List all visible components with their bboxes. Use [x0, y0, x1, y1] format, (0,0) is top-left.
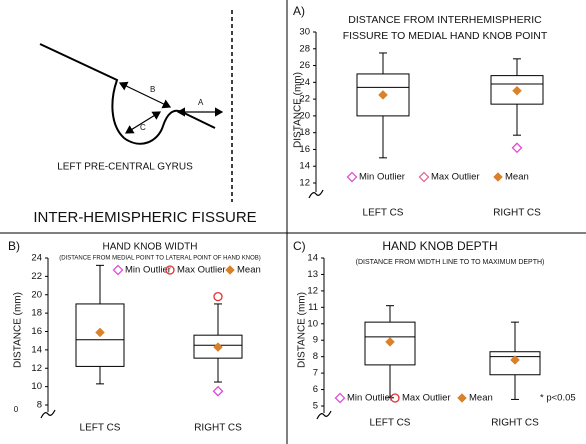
panel-label: C): [293, 239, 306, 253]
min-outlier: [212, 385, 224, 397]
y-tick-label: 5: [313, 401, 318, 412]
arrow-label: B: [150, 85, 155, 94]
legend-label: Min Outlier: [125, 265, 171, 276]
y-tick-label: 12: [31, 363, 42, 374]
y-tick-label: 14: [299, 161, 310, 172]
chart-title: DISTANCE FROM INTERHEMISPHERIC: [348, 14, 542, 26]
y-tick-label: 20: [299, 110, 310, 121]
legend-label: Min Outlier: [359, 172, 405, 183]
y-tick-label: 28: [299, 43, 310, 54]
mean-marker: [385, 337, 395, 347]
mean-marker: [378, 90, 388, 100]
y-tick-label: 22: [31, 271, 42, 282]
x-tick-label: LEFT CS: [370, 418, 411, 429]
legend-label: Max Outlier: [177, 265, 226, 276]
y-tick-label: 12: [307, 285, 318, 296]
y-tick-label: 30: [299, 27, 310, 38]
chart-title: HAND KNOB DEPTH: [382, 239, 497, 253]
box-chart: C) HAND KNOB DEPTH (DISTANCE FROM WIDTH LI…: [293, 239, 576, 428]
y-tick-label: 7: [313, 368, 318, 379]
legend-marker: [165, 265, 175, 275]
y-tick-label: 26: [299, 60, 310, 71]
diagram-caption: LEFT PRE-CENTRAL GYRUS: [57, 162, 193, 173]
y-tick-label: 11: [308, 302, 318, 313]
legend-marker: [112, 264, 124, 276]
box-chart: B) HAND KNOB WIDTH (DISTANCE FROM MEDIAL P…: [8, 239, 261, 433]
y-tick-label: 8: [313, 351, 318, 362]
arrow-label: A: [198, 98, 204, 107]
y-tick-label: 9: [313, 335, 318, 346]
legend-label: Mean: [237, 265, 261, 276]
legend-marker: [390, 393, 400, 403]
legend-marker: [418, 171, 430, 183]
arrow-c: [124, 111, 162, 134]
y-tick-label: 13: [307, 269, 318, 280]
y-axis-label: DISTANCE (mm): [293, 72, 304, 148]
axis-break-label: 0: [14, 405, 19, 414]
arrow-label: C: [140, 123, 146, 132]
legend-marker: [493, 172, 503, 182]
y-tick-label: 16: [31, 326, 42, 337]
y-tick-label: 18: [299, 127, 310, 138]
gyrus-outline: [39, 43, 216, 145]
panel-label: B): [8, 239, 20, 253]
y-tick-label: 16: [299, 144, 310, 155]
x-tick-label: LEFT CS: [363, 208, 404, 219]
box-chart: A) DISTANCE FROM INTERHEMISPHERIC FISSURE …: [293, 4, 548, 218]
legend-label: Min Outlier: [347, 393, 393, 404]
mean-marker: [512, 85, 522, 96]
x-tick-label: RIGHT CS: [491, 418, 539, 429]
y-tick-label: 14: [307, 253, 318, 264]
legend-label: Max Outlier: [431, 172, 480, 183]
diagram: B C A LEFT PRE-CENTRAL GYRUS INTER-HEMIS…: [33, 10, 257, 226]
y-tick-label: 12: [299, 178, 310, 189]
legend-marker: [346, 171, 358, 183]
y-tick-label: 22: [299, 94, 310, 105]
chart-subtitle: (DISTANCE FROM WIDTH LINE TO TO MAXIMUM …: [356, 259, 545, 266]
max-outlier: [213, 291, 223, 302]
legend-label: Mean: [469, 393, 493, 404]
annotation: * p<0.05: [540, 393, 576, 404]
y-tick-label: 20: [31, 289, 42, 300]
y-tick-label: 10: [307, 318, 318, 329]
y-tick-label: 24: [31, 253, 42, 264]
y-tick-label: 6: [313, 384, 318, 395]
legend-marker: [334, 392, 346, 404]
y-tick-label: 14: [31, 344, 42, 355]
panel-label: A): [293, 4, 305, 18]
y-axis-label: DISTANCE (mm): [297, 292, 308, 368]
x-tick-label: RIGHT CS: [194, 423, 242, 434]
y-tick-label: 18: [31, 308, 42, 319]
legend-marker: [457, 393, 467, 403]
fissure-label: INTER-HEMISPHERIC FISSURE: [33, 209, 256, 226]
y-tick-label: 8: [37, 400, 42, 411]
legend-label: Mean: [505, 172, 529, 183]
arrow-b: [118, 81, 172, 109]
mean-marker: [510, 355, 520, 365]
y-tick-label: 10: [31, 381, 42, 392]
y-axis-label: DISTANCE (mm): [13, 292, 24, 368]
axis-break: [40, 409, 56, 419]
mean-marker: [213, 342, 223, 352]
y-tick-label: 24: [299, 77, 310, 88]
x-tick-label: LEFT CS: [80, 423, 121, 434]
x-tick-label: RIGHT CS: [493, 208, 541, 219]
legend-label: Max Outlier: [402, 393, 451, 404]
min-outlier: [511, 142, 523, 154]
chart-title: FISSURE TO MEDIAL HAND KNOB POINT: [343, 30, 548, 42]
axis-break: [316, 410, 332, 420]
axis-break: [308, 189, 324, 199]
chart-subtitle: (DISTANCE FROM MEDIAL POINT TO LATERAL P…: [59, 256, 261, 262]
mean-marker: [95, 327, 105, 338]
legend-marker: [225, 265, 235, 275]
chart-title: HAND KNOB WIDTH: [103, 242, 198, 253]
